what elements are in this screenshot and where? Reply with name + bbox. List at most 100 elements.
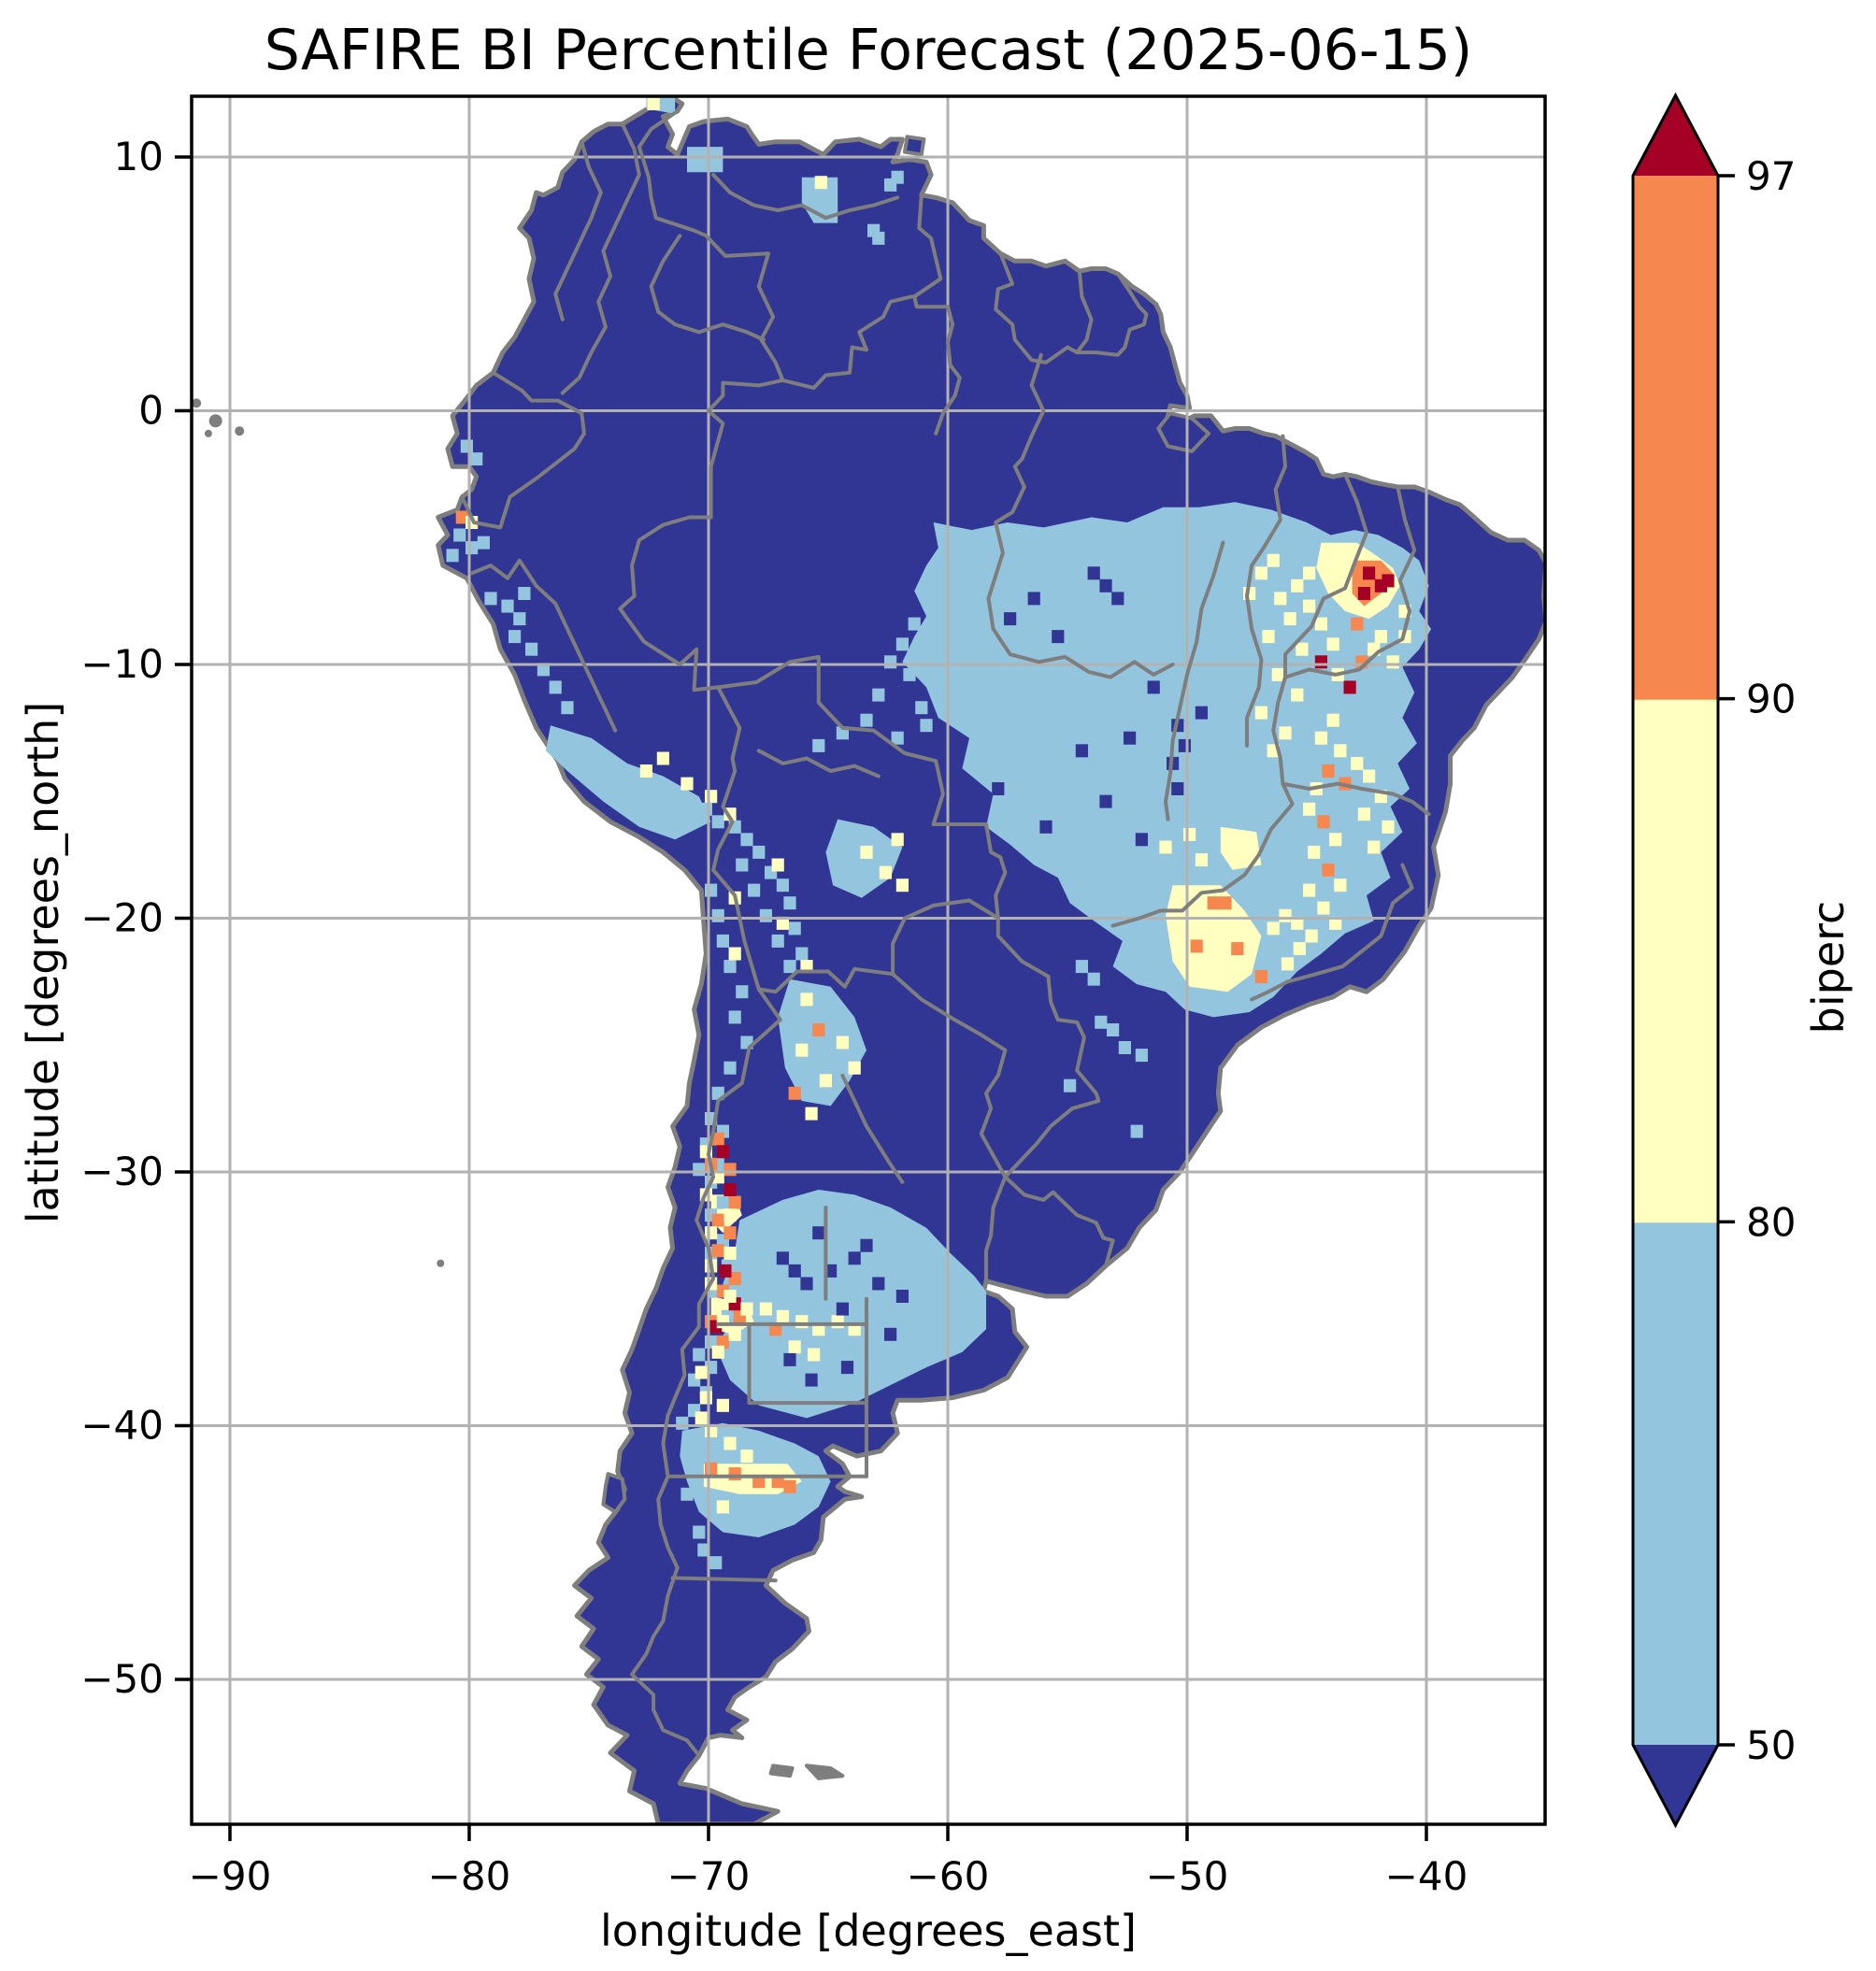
admin-border bbox=[460, 431, 586, 530]
colorbar: 97 90 80 50 bbox=[1631, 92, 1796, 1829]
data-cell-n bbox=[944, 744, 957, 758]
admin-border bbox=[840, 1073, 905, 1184]
admin-border bbox=[984, 1175, 1008, 1283]
data-cell-b bbox=[872, 688, 885, 702]
admin-border bbox=[995, 916, 1086, 1073]
data-cell-n bbox=[1178, 738, 1191, 752]
data-cell-n bbox=[1004, 612, 1017, 626]
data-cell-y bbox=[795, 1043, 809, 1057]
data-cell-y bbox=[1314, 617, 1327, 631]
data-patch-b bbox=[715, 1190, 986, 1419]
data-cell-y bbox=[639, 764, 652, 778]
data-cell-y bbox=[1267, 921, 1280, 936]
islet-juan-fernandez bbox=[437, 1259, 445, 1267]
data-cell-y bbox=[1329, 833, 1342, 847]
island-chiloe bbox=[601, 1472, 627, 1514]
data-cell-b bbox=[740, 833, 753, 847]
islet-galapagos bbox=[208, 414, 222, 428]
data-cell-n bbox=[1111, 592, 1124, 606]
colorbar-over-arrow bbox=[1633, 95, 1718, 176]
data-cell-r bbox=[1363, 566, 1376, 580]
data-cell-o bbox=[1231, 942, 1244, 956]
data-patch-b bbox=[687, 147, 723, 173]
data-cell-n bbox=[895, 1290, 909, 1303]
data-cell-b bbox=[711, 815, 724, 829]
data-cell-b bbox=[537, 663, 550, 677]
data-cell-b bbox=[688, 1450, 701, 1464]
data-cell-b bbox=[723, 960, 737, 974]
x-tick-label: −80 bbox=[428, 1853, 511, 1899]
data-cell-b bbox=[1075, 960, 1088, 974]
data-cell-b bbox=[470, 452, 483, 466]
data-cell-b bbox=[783, 960, 796, 974]
data-cell-n bbox=[840, 1361, 854, 1375]
admin-border bbox=[780, 294, 914, 391]
data-cell-y bbox=[1291, 916, 1304, 930]
data-cell-b bbox=[680, 1487, 694, 1501]
data-cell-n bbox=[872, 1277, 885, 1291]
data-cell-y bbox=[1326, 637, 1339, 651]
data-cell-r bbox=[1343, 680, 1356, 694]
colorbar-segment bbox=[1633, 1221, 1718, 1746]
data-cell-y bbox=[776, 916, 789, 930]
data-cell-y bbox=[1386, 655, 1399, 669]
data-cell-r bbox=[1357, 587, 1370, 600]
y-tick-label: 0 bbox=[138, 388, 164, 434]
admin-border bbox=[986, 352, 1175, 679]
data-cell-y bbox=[705, 1226, 718, 1240]
data-cell-b bbox=[783, 896, 796, 910]
data-cell-y bbox=[680, 777, 694, 791]
data-cell-y bbox=[805, 1107, 818, 1121]
data-patch-b bbox=[778, 978, 866, 1107]
admin-border bbox=[670, 1576, 778, 1583]
data-cell-b bbox=[1118, 1041, 1131, 1054]
data-cell-y bbox=[716, 1315, 729, 1329]
colorbar-tick-label: 97 bbox=[1746, 153, 1796, 199]
data-cell-n bbox=[1027, 592, 1040, 606]
x-tick-label: −60 bbox=[907, 1853, 990, 1899]
data-cell-y bbox=[1357, 807, 1370, 821]
data-cell-b bbox=[513, 612, 526, 626]
island-trinidad bbox=[902, 135, 926, 157]
data-cell-b bbox=[759, 908, 772, 922]
data-cell-b bbox=[1095, 1015, 1108, 1029]
data-cell-r bbox=[1314, 655, 1327, 669]
data-cell-n bbox=[1052, 630, 1065, 644]
data-cell-y bbox=[647, 97, 660, 110]
admin-border bbox=[1283, 472, 1368, 679]
data-cell-y bbox=[1314, 731, 1327, 745]
data-cell-n bbox=[1075, 744, 1088, 758]
data-cell-b bbox=[1130, 1124, 1143, 1138]
data-cell-r bbox=[723, 1183, 737, 1196]
data-cell-o bbox=[788, 1086, 801, 1100]
colorbar-segment bbox=[1633, 698, 1718, 1223]
data-cell-b bbox=[716, 934, 729, 948]
data-cell-o bbox=[783, 1479, 796, 1493]
x-tick-label: −70 bbox=[667, 1853, 751, 1899]
data-cell-y bbox=[1317, 901, 1330, 915]
map-layer bbox=[192, 96, 1545, 1824]
data-cell-r bbox=[716, 1145, 729, 1159]
data-cell-b bbox=[1107, 1023, 1120, 1036]
admin-border bbox=[1245, 434, 1287, 748]
data-cell-y bbox=[740, 1302, 753, 1316]
data-cell-b bbox=[460, 439, 473, 453]
admin-border bbox=[912, 193, 962, 436]
admin-border bbox=[560, 121, 641, 395]
data-cell-y bbox=[1254, 706, 1267, 720]
admin-border bbox=[1164, 540, 1225, 821]
admin-border bbox=[1281, 781, 1431, 817]
data-cell-y bbox=[771, 858, 784, 872]
data-cell-y bbox=[711, 1345, 724, 1359]
data-cell-b bbox=[872, 231, 885, 245]
data-cell-b bbox=[465, 541, 479, 555]
data-cell-y bbox=[814, 176, 827, 190]
data-cell-b bbox=[812, 738, 825, 752]
data-cell-y bbox=[1363, 769, 1376, 783]
data-cell-y bbox=[728, 1327, 741, 1341]
data-cell-o bbox=[812, 1023, 825, 1036]
data-cell-y bbox=[1308, 845, 1321, 859]
data-cell-n bbox=[1147, 680, 1160, 694]
data-cell-y bbox=[831, 1315, 844, 1329]
